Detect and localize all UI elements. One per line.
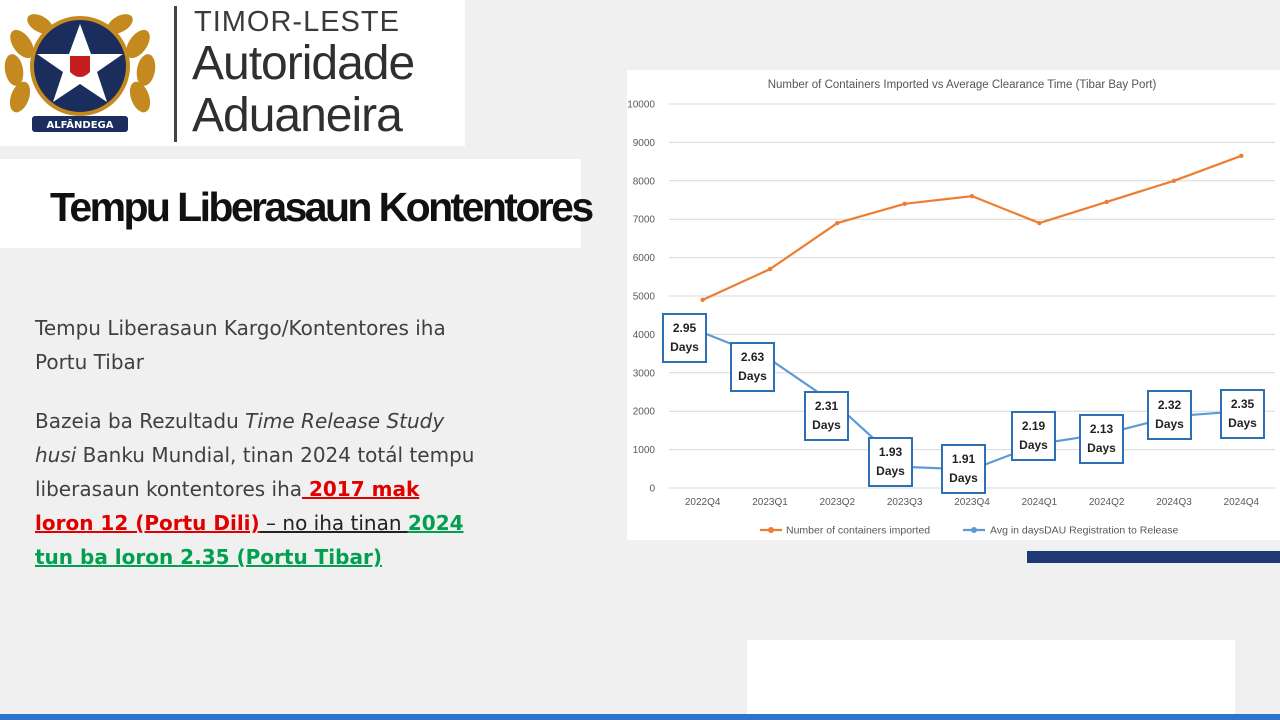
customs-emblem-icon: ALFÂNDEGA bbox=[4, 14, 156, 132]
chart-container: Number of Containers Imported vs Average… bbox=[627, 70, 1280, 540]
paragraph-2: Bazeia ba Rezultadu Time Release Study h… bbox=[35, 404, 475, 574]
logo-divider bbox=[174, 6, 177, 142]
paragraph-1: Tempu Liberasaun Kargo/Kontentores iha P… bbox=[35, 316, 446, 374]
legend-label-containers: Number of containers imported bbox=[786, 525, 930, 537]
logo-line1: Autoridade bbox=[192, 37, 415, 90]
data-label-value: 2.31 bbox=[815, 399, 839, 413]
x-tick-label: 2024Q1 bbox=[1022, 497, 1058, 508]
data-label-unit: Days bbox=[949, 471, 978, 485]
p2-italic: Time Release Study husi bbox=[35, 409, 445, 467]
x-tick-label: 2023Q2 bbox=[820, 497, 856, 508]
accent-bar bbox=[1027, 551, 1280, 563]
p2-green-highlight: 2024 tun ba loron 2.35 (Portu Tibar) bbox=[35, 511, 464, 569]
data-label-value: 2.32 bbox=[1158, 398, 1182, 412]
y-tick-label: 1000 bbox=[633, 445, 656, 456]
slide-title: Tempu Liberasaun Kontentores bbox=[50, 184, 594, 230]
data-label-box bbox=[730, 342, 775, 392]
series-containers-line bbox=[702, 154, 1242, 301]
y-tick-label: 0 bbox=[649, 484, 655, 495]
data-label-box bbox=[1220, 389, 1265, 439]
y-tick-label: 6000 bbox=[633, 253, 656, 264]
data-label-box bbox=[941, 444, 986, 494]
data-label-box bbox=[1079, 414, 1124, 464]
data-label-box bbox=[868, 437, 913, 487]
logo-line2: Aduaneira bbox=[192, 89, 403, 142]
series-containers-point bbox=[1037, 220, 1042, 226]
p2-dash: – no iha tinan bbox=[259, 511, 408, 535]
data-label-box bbox=[1147, 390, 1192, 440]
data-label-unit: Days bbox=[670, 340, 699, 354]
data-label-box bbox=[804, 391, 849, 441]
chart-title: Number of Containers Imported vs Average… bbox=[768, 79, 1157, 91]
data-label-unit: Days bbox=[1228, 416, 1257, 430]
data-label-value: 1.91 bbox=[952, 452, 976, 466]
logo-banner: ALFÂNDEGA TIMOR-LESTE Autoridade Aduanei… bbox=[0, 0, 465, 146]
logo-country: TIMOR-LESTE bbox=[194, 6, 400, 38]
y-tick-label: 2000 bbox=[633, 407, 656, 418]
series-containers-point bbox=[969, 193, 975, 199]
y-tick-label: 4000 bbox=[633, 330, 656, 341]
y-tick-label: 3000 bbox=[633, 368, 656, 379]
series-containers-point bbox=[902, 201, 907, 207]
data-label-value: 2.95 bbox=[673, 321, 697, 335]
chart: Number of Containers Imported vs Average… bbox=[627, 79, 1275, 537]
footer-bar bbox=[0, 714, 1280, 720]
y-tick-label: 9000 bbox=[633, 138, 656, 149]
series-containers-point bbox=[700, 297, 705, 303]
y-tick-label: 7000 bbox=[633, 215, 656, 226]
data-label-unit: Days bbox=[738, 369, 767, 383]
series-containers-point bbox=[767, 266, 773, 272]
y-tick-label: 10000 bbox=[627, 100, 655, 111]
x-tick-label: 2023Q1 bbox=[752, 497, 788, 508]
data-label-value: 2.35 bbox=[1231, 397, 1255, 411]
x-tick-label: 2024Q4 bbox=[1224, 497, 1260, 508]
x-tick-label: 2024Q3 bbox=[1156, 497, 1192, 508]
data-label-value: 2.19 bbox=[1022, 419, 1046, 433]
y-tick-label: 5000 bbox=[633, 292, 656, 303]
series-containers-point bbox=[1104, 199, 1109, 205]
legend-marker-clearance bbox=[971, 527, 977, 533]
p2-red-highlight: 2017 mak loron 12 (Portu Dili) bbox=[35, 477, 420, 535]
data-label-unit: Days bbox=[876, 464, 905, 478]
data-label-unit: Days bbox=[812, 418, 841, 432]
series-containers-point bbox=[1239, 153, 1244, 159]
y-tick-label: 8000 bbox=[633, 176, 656, 187]
data-label-unit: Days bbox=[1019, 438, 1048, 452]
x-tick-label: 2023Q3 bbox=[887, 497, 923, 508]
x-tick-label: 2024Q2 bbox=[1089, 497, 1125, 508]
p2-text-b: Banku Mundial, tinan 2024 totál tempu li… bbox=[35, 443, 475, 501]
series-containers-point bbox=[835, 220, 840, 226]
data-label-box bbox=[1011, 411, 1056, 461]
series-containers-point bbox=[1171, 178, 1177, 183]
title-box bbox=[0, 159, 581, 248]
blank-panel bbox=[747, 640, 1235, 720]
data-label-value: 2.63 bbox=[741, 350, 765, 364]
x-tick-label: 2022Q4 bbox=[685, 497, 721, 508]
legend-marker-containers bbox=[768, 527, 774, 533]
data-label-value: 1.93 bbox=[879, 445, 903, 459]
data-label-box bbox=[662, 313, 707, 363]
x-tick-label: 2023Q4 bbox=[954, 497, 990, 508]
emblem-label: ALFÂNDEGA bbox=[47, 118, 114, 131]
data-label-value: 2.13 bbox=[1090, 422, 1114, 436]
legend-label-clearance: Avg in daysDAU Registration to Release bbox=[990, 525, 1178, 537]
data-label-unit: Days bbox=[1087, 441, 1116, 455]
data-label-unit: Days bbox=[1155, 417, 1184, 431]
p2-text-a: Bazeia ba Rezultadu bbox=[35, 409, 246, 433]
